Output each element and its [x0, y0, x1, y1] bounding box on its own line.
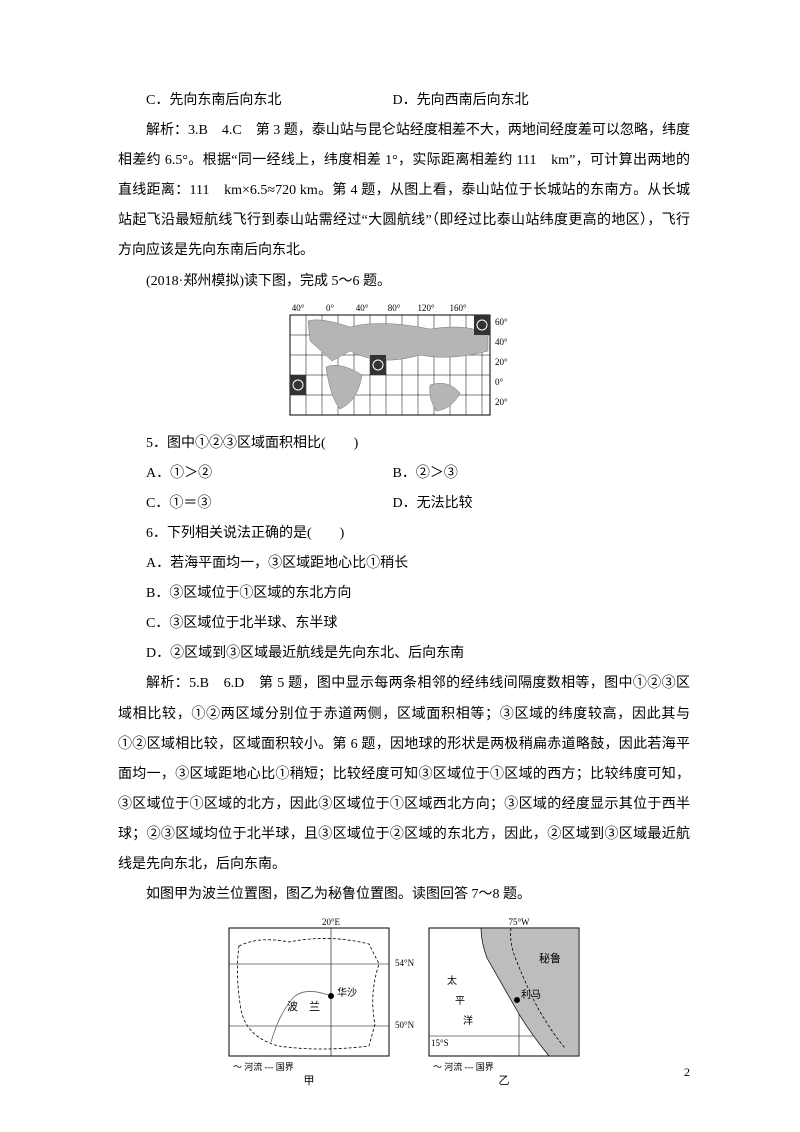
svg-text:平: 平: [455, 996, 465, 1007]
q6-a: A．若海平面均一，③区域距地心比①稍长: [118, 549, 690, 579]
right-legend: ～ 河流 --- 国界: [433, 1061, 494, 1072]
svg-text:太: 太: [447, 974, 457, 987]
q4-options-cd: C．先向东南后向东北 D．先向西南后向东北: [118, 86, 690, 116]
left-lon: 20°E: [322, 917, 341, 927]
left-country: 波 兰: [287, 1000, 320, 1013]
svg-text:160°: 160°: [449, 303, 467, 313]
right-country: 秘鲁: [539, 951, 561, 965]
right-lat: 15°S: [431, 1038, 449, 1048]
left-lat-bot: 50°N: [395, 1020, 415, 1030]
q5-ab: A．①＞② B．②＞③: [118, 459, 690, 489]
left-city: 华沙: [337, 986, 357, 999]
q5-stem: 5．图中①②③区域面积相比( ): [118, 429, 690, 459]
figure-poland-peru: 20°E 54°N 50°N 波 兰 华沙 ～ 河流 --- 国界 甲 75°W…: [118, 914, 690, 1088]
right-caption: 乙: [499, 1074, 510, 1087]
svg-text:120°: 120°: [417, 303, 435, 313]
svg-text:20°: 20°: [495, 397, 508, 407]
left-lat-top: 54°N: [395, 958, 415, 968]
q5-c: C．①＝③: [118, 489, 393, 519]
q6-b: B．③区域位于①区域的东北方向: [118, 579, 690, 609]
page-number: 2: [684, 1060, 690, 1086]
right-lon: 75°W: [508, 917, 530, 927]
svg-text:40°: 40°: [356, 303, 369, 313]
q6-c: C．③区域位于北半球、东半球: [118, 609, 690, 639]
left-caption: 甲: [304, 1075, 315, 1087]
svg-text:80°: 80°: [388, 303, 401, 313]
svg-text:0°: 0°: [495, 377, 504, 387]
q5-b: B．②＞③: [393, 459, 690, 489]
svg-text:0°: 0°: [326, 303, 335, 313]
option-d: D．先向西南后向东北: [393, 86, 690, 116]
q6-d: D．②区域到③区域最近航线是先向东北、后向东南: [118, 639, 690, 669]
svg-text:60°: 60°: [495, 317, 508, 327]
svg-text:20°: 20°: [495, 357, 508, 367]
figure-world-map: 40° 0° 40° 80° 120° 160° 60° 40° 20° 0° …: [118, 301, 690, 423]
q5-a: A．①＞②: [118, 459, 393, 489]
svg-text:40°: 40°: [495, 337, 508, 347]
left-legend: ～ 河流 --- 国界: [233, 1061, 294, 1072]
q78-intro: 如图甲为波兰位置图，图乙为秘鲁位置图。读图回答 7～8 题。: [118, 880, 690, 910]
explain-56: 解析：5.B 6.D 第 5 题，图中显示每两条相邻的经纬线间隔度数相等，图中①…: [118, 669, 690, 880]
lon-label: 40°: [292, 303, 305, 313]
right-city: 利马: [521, 989, 541, 1001]
q5-d: D．无法比较: [393, 489, 690, 519]
explain-34: 解析：3.B 4.C 第 3 题，泰山站与昆仑站经度相差不大，两地间经度差可以忽…: [118, 116, 690, 266]
q6-stem: 6．下列相关说法正确的是( ): [118, 519, 690, 549]
option-c: C．先向东南后向东北: [118, 86, 393, 116]
q5-cd: C．①＝③ D．无法比较: [118, 489, 690, 519]
q56-intro: (2018·郑州模拟)读下图，完成 5～6 题。: [118, 267, 690, 297]
svg-text:洋: 洋: [463, 1014, 473, 1027]
